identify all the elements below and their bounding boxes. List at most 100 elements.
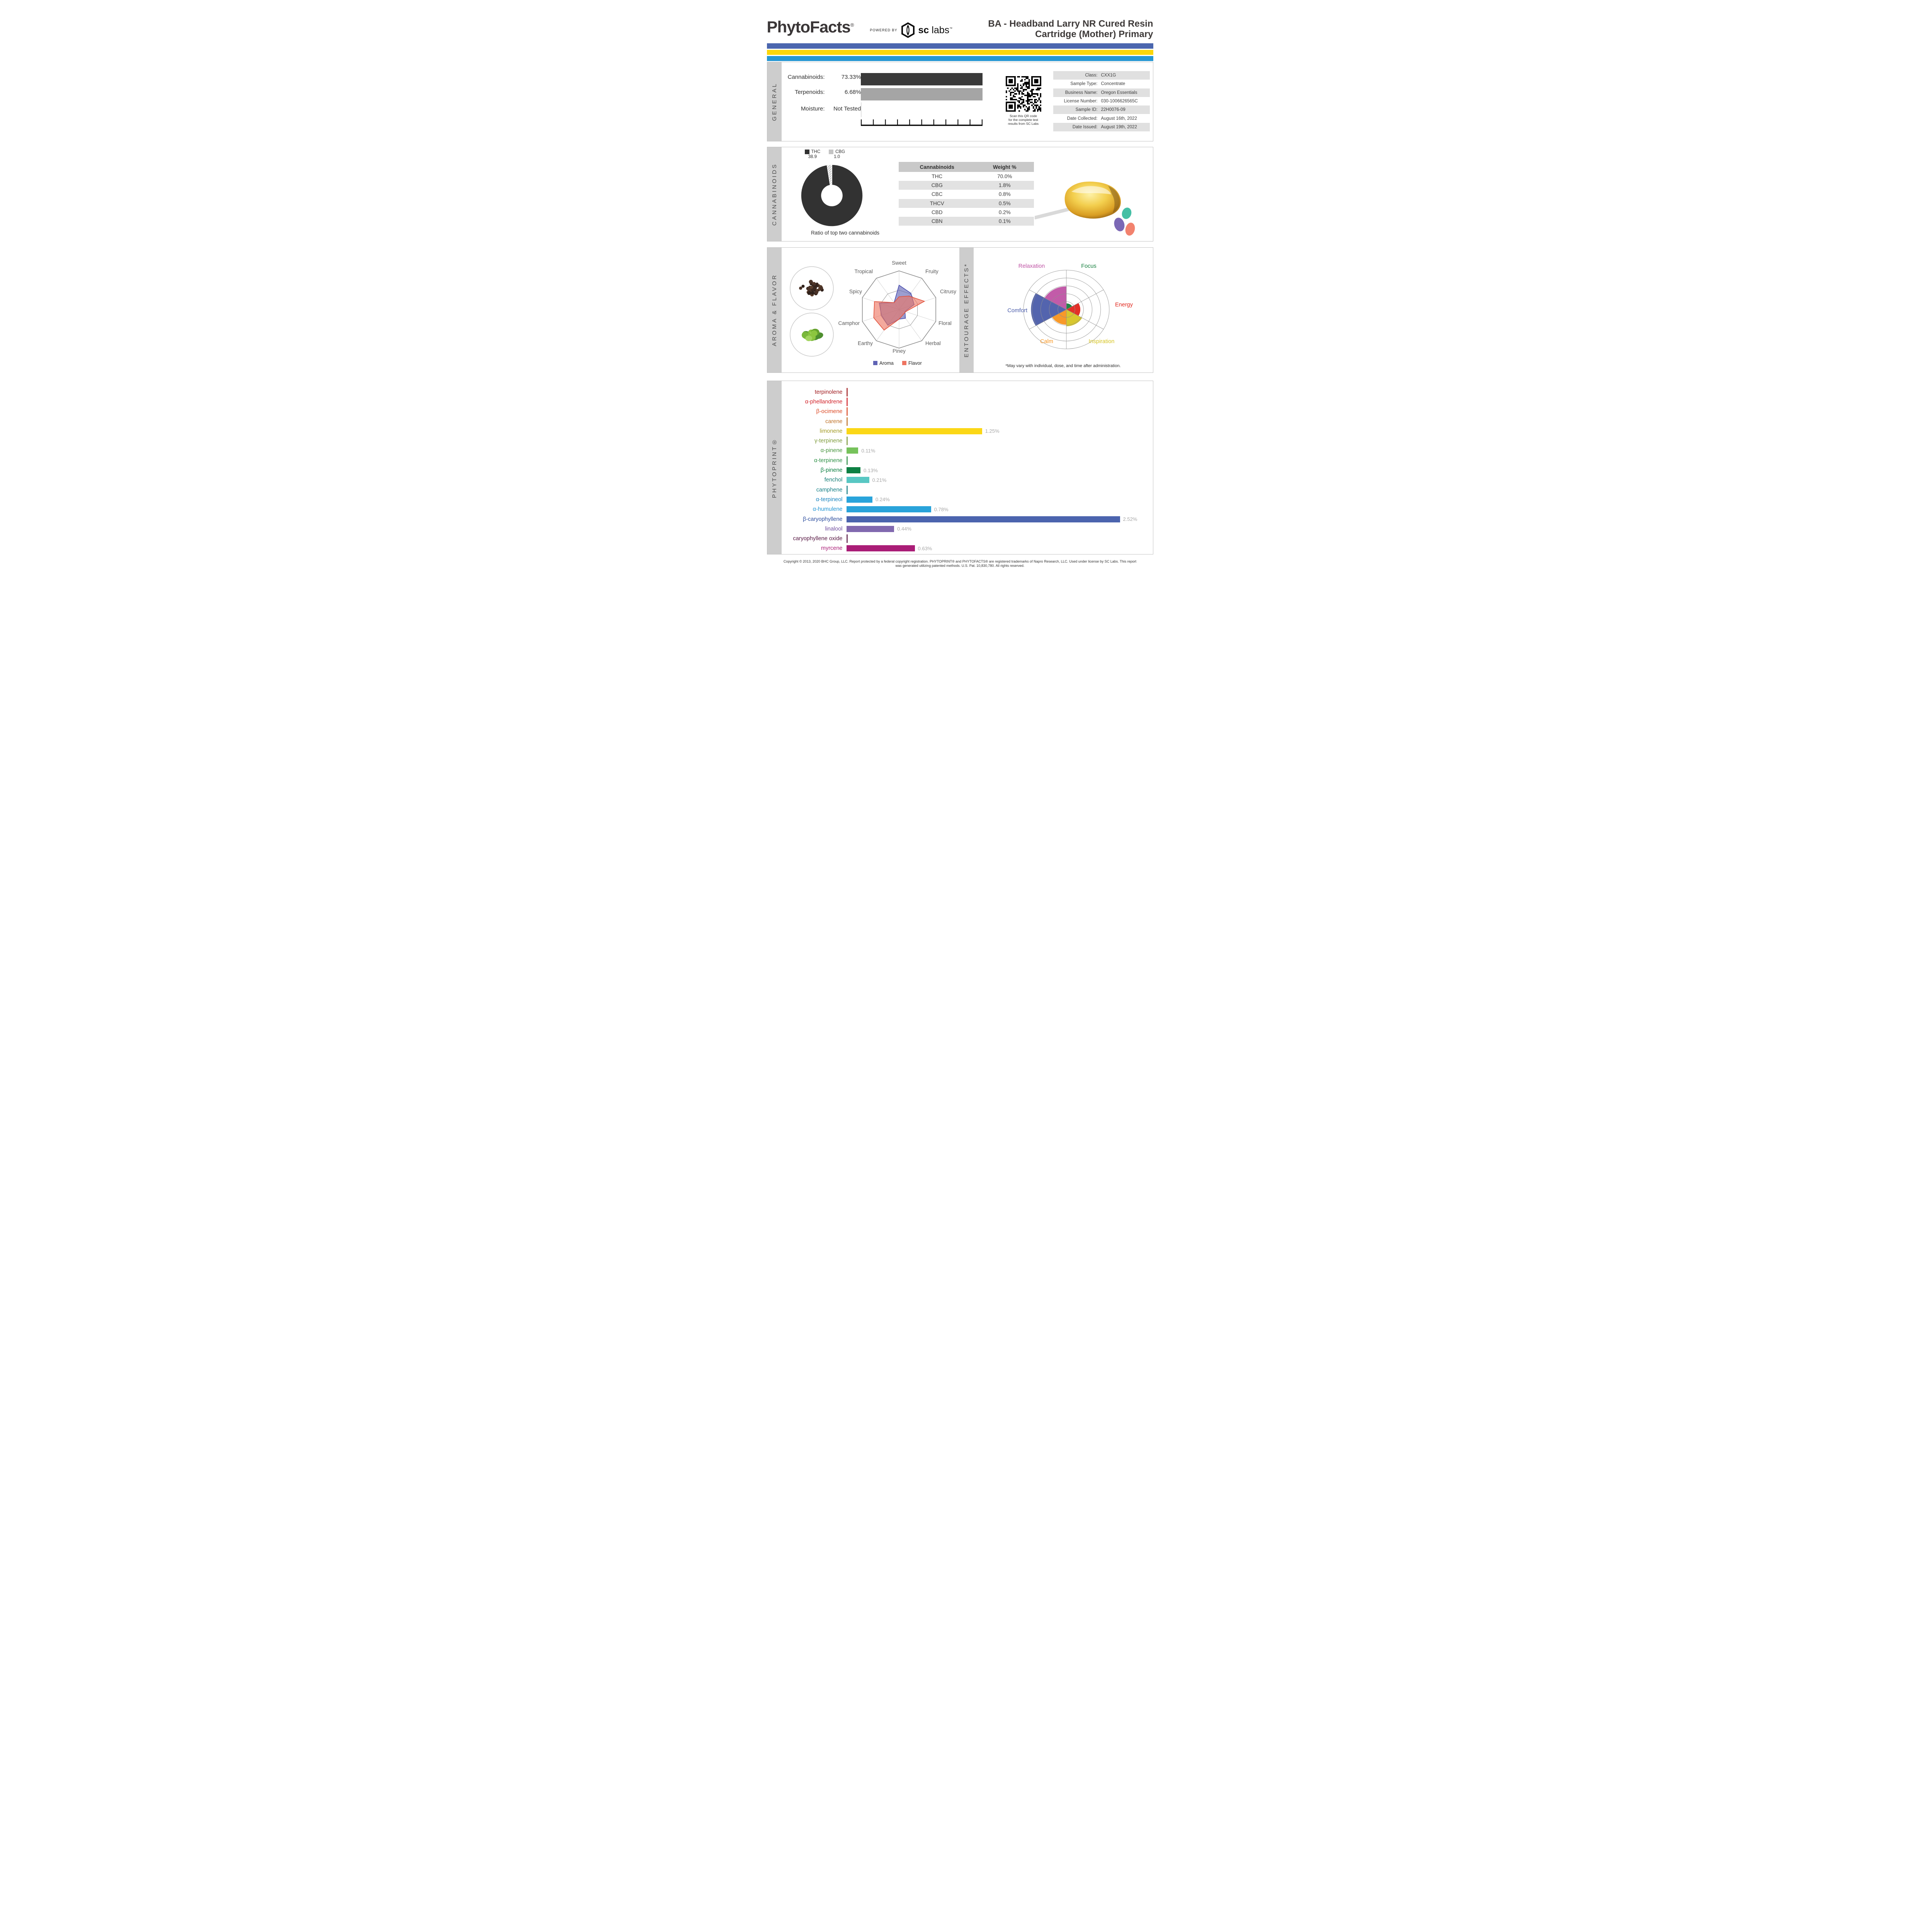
aroma-legend-swatch [873, 361, 877, 365]
section-cannabinoids: CANNABINOIDS THC 38.9 CBG 1.0 Ratio of t… [767, 147, 1153, 242]
terpene-zero-tick [846, 485, 848, 494]
terpene-value: 1.25% [985, 428, 1000, 434]
section-label-phytoprint-text: PHYTOPRINT® [771, 437, 778, 498]
terpene-bar [846, 467, 861, 474]
flavor-legend-label: Flavor [908, 361, 922, 366]
thc-legend-label: THC [811, 150, 821, 154]
terpenoids-total-bar [860, 88, 983, 100]
info-value: August 19th, 2022 [1101, 124, 1137, 129]
sclabs-labs: labs [932, 24, 950, 36]
section-label-aroma-flavor-text: AROMA & FLAVOR [771, 274, 778, 347]
footer-line1: Copyright © 2013, 2020 BHC Group, LLC. R… [783, 560, 1137, 563]
radar-axis-label: Fruity [925, 269, 938, 274]
terpene-name: fenchol [824, 477, 843, 483]
cbg-legend-label: CBG [835, 150, 845, 154]
terpene-zero-tick [846, 388, 848, 396]
col-cannabinoids: Cannabinoids [920, 164, 954, 170]
peppercorn [809, 286, 813, 289]
terpene-name: linalool [825, 526, 843, 532]
section-label-entourage: ENTOURAGE EFFECTS* [959, 248, 974, 372]
entourage-label-Comfort: Comfort [1007, 308, 1027, 314]
hop-cone [805, 335, 812, 341]
terpene-bar [846, 447, 859, 454]
radar-axis-label: Citrusy [940, 289, 956, 294]
terpene-name: β-pinene [820, 467, 843, 474]
terpene-zero-tick [846, 437, 848, 446]
terpene-name: α-humulene [813, 506, 843, 513]
aroma-flavor-radar-chart: Sweet Fruity Citrusy Floral Herbal Piney Earth… [789, 260, 956, 366]
phytofacts-report-page: PhytoFacts® POWERED BY sc labs™ BA - Hea… [745, 0, 1171, 601]
qr-code [1005, 76, 1041, 112]
footer-line2: was generated utilizing patented methods… [895, 564, 1025, 568]
cannabinoid-weight: 1.8% [998, 182, 1011, 189]
terpene-zero-tick [846, 407, 848, 416]
terpene-value: 0.11% [861, 447, 876, 454]
cannab-table-header: Cannabinoids Weight % [898, 162, 1034, 172]
terpene-row: limonene 1.25% [782, 426, 1153, 436]
entourage-label-Calm: Calm [1040, 338, 1053, 345]
terpenoids-total-value: 6.68% [844, 89, 861, 95]
radar-series-Flavor [873, 296, 925, 331]
header-stripe-blue [767, 43, 1153, 49]
dot-teal [1122, 207, 1131, 219]
entourage-label-Energy: Energy [1115, 302, 1133, 308]
flavor-legend-swatch [902, 361, 906, 365]
thc-legend-value: 38.9 [808, 155, 817, 159]
phytofacts-logo: PhytoFacts® [767, 18, 854, 36]
terpene-name: α-terpinene [814, 457, 843, 464]
terpene-bar [846, 545, 915, 552]
header-stripe-cyan [767, 56, 1153, 61]
cannab-table-row: THCV 0.5% [898, 199, 1034, 208]
info-row: Sample Type: Concentrate [1053, 80, 1150, 88]
report-title-line1: BA - Headband Larry NR Cured Resin [988, 19, 1153, 29]
info-row: Class: CXX1G [1053, 71, 1150, 80]
terpene-zero-tick [846, 534, 848, 543]
info-label: Date Issued: [1072, 124, 1098, 129]
terpene-name: α-terpineol [816, 496, 843, 503]
terpene-value: 0.24% [875, 497, 890, 503]
terpene-row: β-ocimene [782, 407, 1153, 417]
cannab-table-row: THC 70.0% [899, 172, 1034, 181]
section-label-phytoprint: PHYTOPRINT® [767, 381, 782, 554]
section-label-cannabinoids-text: CANNABINOIDS [771, 163, 778, 226]
info-label: Sample ID: [1075, 107, 1098, 112]
info-label: Date Collected: [1067, 116, 1098, 121]
registered-mark: ® [850, 22, 854, 28]
cannab-table-row: CBG 1.8% [898, 181, 1034, 190]
info-label: Sample Type: [1070, 82, 1098, 87]
header-stripe-yellow [767, 50, 1153, 55]
info-label: Business Name: [1065, 90, 1098, 95]
donut-caption: Ratio of top two cannabinoids [811, 230, 880, 236]
info-row: License Number: 030-1006626565C [1053, 97, 1150, 105]
moisture-empty-axis [860, 102, 862, 117]
info-value: Oregon Essentials [1101, 90, 1137, 95]
moisture-label: Moisture: [801, 105, 825, 112]
col-weight: Weight % [993, 164, 1017, 170]
radar-axis-label: Floral [938, 320, 952, 326]
entourage-wedge-Calm [1052, 309, 1066, 325]
terpene-value: 2.52% [1123, 516, 1137, 522]
radar-axis-label: Herbal [925, 340, 941, 346]
section-aroma-flavor: AROMA & FLAVOR Sweet Fruity Citrusy Floral H… [767, 247, 1153, 373]
qr-caption-line3: results from SC Labs [1008, 122, 1039, 126]
terpene-name: α-pinene [820, 447, 843, 454]
entourage-wedge-Relaxation [1044, 286, 1066, 310]
cannab-table-row: CBN 0.1% [898, 216, 1034, 226]
dot-salmon [1125, 223, 1135, 236]
info-row: Business Name: Oregon Essentials [1053, 88, 1150, 97]
info-label: Class: [1085, 73, 1098, 78]
cannabinoid-weight: 0.5% [998, 200, 1011, 206]
donut-slice-THC [800, 164, 863, 227]
report-title: BA - Headband Larry NR Cured Resin Cartr… [988, 19, 1153, 39]
info-value: 030-1006626565C [1101, 99, 1138, 104]
terpene-row: α-terpinene [782, 456, 1153, 465]
terpene-value: 0.78% [934, 506, 949, 512]
copyright-footer: Copyright © 2013, 2020 BHC Group, LLC. R… [767, 560, 1153, 568]
radar-axis-label: Tropical [854, 269, 873, 274]
terpene-row: α-pinene 0.11% [782, 446, 1153, 456]
radar-axis-label: Camphor [838, 320, 860, 326]
radar-axis-label: Piney [893, 348, 906, 354]
resin-highlight [1071, 186, 1111, 194]
entourage-label-Inspiration: Inspiration [1088, 338, 1114, 345]
terpene-row: β-caryophyllene 2.52% [782, 514, 1153, 524]
